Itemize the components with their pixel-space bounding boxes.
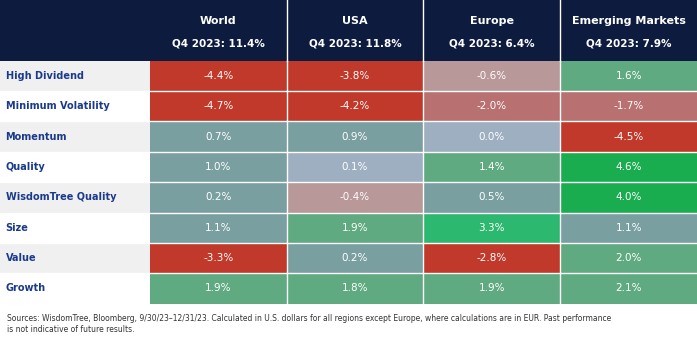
Text: Quality: Quality xyxy=(6,162,45,172)
Text: -0.6%: -0.6% xyxy=(477,71,507,81)
Bar xyxy=(424,213,560,243)
Text: Value: Value xyxy=(6,253,36,263)
Text: High Dividend: High Dividend xyxy=(6,71,84,81)
Bar xyxy=(286,0,424,61)
Bar xyxy=(560,121,697,152)
Bar xyxy=(150,0,286,61)
Text: 1.1%: 1.1% xyxy=(205,223,231,233)
Text: -4.7%: -4.7% xyxy=(203,101,233,111)
Text: -2.0%: -2.0% xyxy=(477,101,507,111)
Text: -4.5%: -4.5% xyxy=(613,132,644,142)
Text: 1.4%: 1.4% xyxy=(479,162,505,172)
Text: -4.2%: -4.2% xyxy=(340,101,370,111)
Bar xyxy=(424,273,560,304)
Text: 1.0%: 1.0% xyxy=(205,162,231,172)
Bar xyxy=(286,243,424,273)
Bar xyxy=(424,152,560,182)
Text: Q4 2023: 7.9%: Q4 2023: 7.9% xyxy=(586,39,671,49)
Text: 1.9%: 1.9% xyxy=(479,283,505,294)
Bar xyxy=(424,121,560,152)
Text: Growth: Growth xyxy=(6,283,46,294)
Text: Q4 2023: 6.4%: Q4 2023: 6.4% xyxy=(449,39,535,49)
Text: 4.0%: 4.0% xyxy=(615,192,642,202)
Bar xyxy=(286,91,424,121)
Bar xyxy=(560,213,697,243)
Bar xyxy=(286,182,424,213)
Bar xyxy=(286,273,424,304)
Text: 4.6%: 4.6% xyxy=(615,162,642,172)
Bar xyxy=(0,182,150,213)
Text: Sources: WisdomTree, Bloomberg, 9/30/23–12/31/23. Calculated in U.S. dollars for: Sources: WisdomTree, Bloomberg, 9/30/23–… xyxy=(7,314,611,334)
Text: Q4 2023: 11.8%: Q4 2023: 11.8% xyxy=(309,39,401,49)
Text: -2.8%: -2.8% xyxy=(477,253,507,263)
Bar xyxy=(0,61,150,91)
Bar xyxy=(0,273,150,304)
Bar xyxy=(560,0,697,61)
Bar xyxy=(0,243,150,273)
Bar xyxy=(0,0,150,61)
Bar xyxy=(150,152,286,182)
Bar xyxy=(560,61,697,91)
Bar xyxy=(560,152,697,182)
Bar xyxy=(150,61,286,91)
Text: 0.2%: 0.2% xyxy=(342,253,368,263)
Bar xyxy=(424,182,560,213)
Bar xyxy=(0,213,150,243)
Text: 1.9%: 1.9% xyxy=(342,223,368,233)
Bar xyxy=(0,121,150,152)
Text: Q4 2023: 11.4%: Q4 2023: 11.4% xyxy=(172,39,265,49)
Text: Minimum Volatility: Minimum Volatility xyxy=(6,101,109,111)
Bar xyxy=(150,91,286,121)
Bar xyxy=(150,213,286,243)
Text: 0.0%: 0.0% xyxy=(479,132,505,142)
Text: 0.5%: 0.5% xyxy=(479,192,505,202)
Text: 0.7%: 0.7% xyxy=(205,132,231,142)
Bar xyxy=(286,152,424,182)
Text: -3.3%: -3.3% xyxy=(203,253,233,263)
Text: WisdomTree Quality: WisdomTree Quality xyxy=(6,192,116,202)
Bar xyxy=(560,182,697,213)
Bar xyxy=(560,91,697,121)
Bar xyxy=(150,182,286,213)
Text: -4.4%: -4.4% xyxy=(203,71,233,81)
Text: World: World xyxy=(200,16,236,26)
Bar xyxy=(424,61,560,91)
Bar xyxy=(286,121,424,152)
Text: Europe: Europe xyxy=(470,16,514,26)
Text: 0.9%: 0.9% xyxy=(342,132,368,142)
Text: USA: USA xyxy=(342,16,368,26)
Text: Emerging Markets: Emerging Markets xyxy=(572,16,686,26)
Text: 2.1%: 2.1% xyxy=(615,283,642,294)
Text: -1.7%: -1.7% xyxy=(613,101,644,111)
Bar xyxy=(150,121,286,152)
Text: 1.1%: 1.1% xyxy=(615,223,642,233)
Text: 1.9%: 1.9% xyxy=(205,283,231,294)
Text: Size: Size xyxy=(6,223,29,233)
Bar xyxy=(560,243,697,273)
Bar xyxy=(0,91,150,121)
Bar xyxy=(286,213,424,243)
Text: Momentum: Momentum xyxy=(6,132,67,142)
Bar xyxy=(424,91,560,121)
Text: 2.0%: 2.0% xyxy=(615,253,642,263)
Bar xyxy=(150,273,286,304)
Text: 1.6%: 1.6% xyxy=(615,71,642,81)
Bar xyxy=(560,273,697,304)
Text: 0.1%: 0.1% xyxy=(342,162,368,172)
Bar xyxy=(0,152,150,182)
Text: 3.3%: 3.3% xyxy=(479,223,505,233)
Text: -0.4%: -0.4% xyxy=(340,192,370,202)
Bar xyxy=(150,243,286,273)
Bar xyxy=(286,61,424,91)
Text: -3.8%: -3.8% xyxy=(340,71,370,81)
Bar xyxy=(424,243,560,273)
Text: 1.8%: 1.8% xyxy=(342,283,368,294)
Text: 0.2%: 0.2% xyxy=(205,192,231,202)
Bar xyxy=(424,0,560,61)
